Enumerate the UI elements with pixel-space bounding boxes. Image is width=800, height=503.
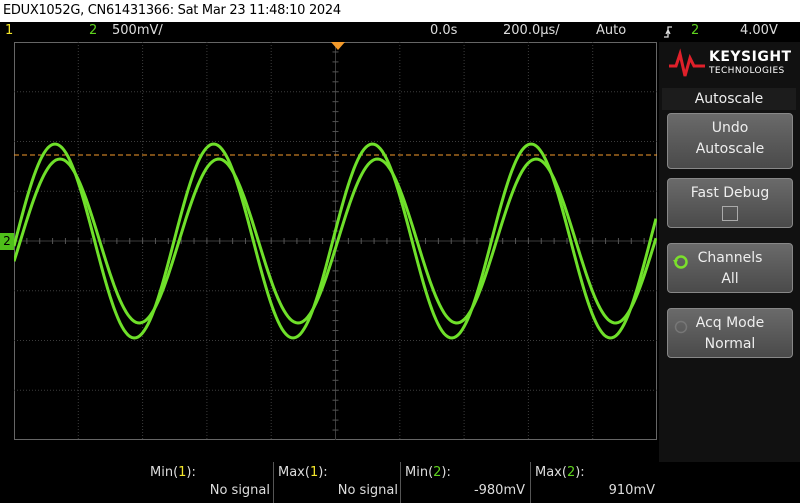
logo-sub: TECHNOLOGIES <box>709 66 785 76</box>
title-text: EDUX1052G, CN61431366: Sat Mar 23 11:48:… <box>3 3 341 18</box>
separator <box>400 462 401 503</box>
label-part: ): <box>441 465 451 480</box>
fast-debug-button[interactable]: Fast Debug <box>667 178 793 228</box>
acq-mode-button[interactable]: Acq Mode Normal <box>667 308 793 358</box>
keysight-logo-icon <box>669 48 705 77</box>
channels-button[interactable]: Channels All <box>667 243 793 293</box>
label-part: 1 <box>178 465 187 480</box>
softkey-line: Acq Mode <box>695 315 765 331</box>
label-part: 2 <box>433 465 442 480</box>
timebase: 200.0µs/ <box>503 23 560 38</box>
trigger-channel: 2 <box>691 23 700 38</box>
trace <box>14 157 657 325</box>
label-part: Min( <box>150 465 179 480</box>
label-part: Max( <box>535 465 567 480</box>
measurement-value: No signal <box>209 483 270 498</box>
separator <box>273 462 274 503</box>
measurement-label: Max(1): <box>278 465 328 480</box>
label-part: ): <box>186 465 196 480</box>
channel2-scale: 500mV/ <box>112 23 163 38</box>
label-part: ): <box>318 465 328 480</box>
rotate-icon <box>673 255 688 269</box>
softkey-line: Normal <box>704 336 756 352</box>
measurement-value: -980mV <box>473 483 525 498</box>
logo-brand: KEYSIGHT <box>709 49 792 65</box>
label-part: ): <box>575 465 585 480</box>
measurement-label: Min(1): <box>150 465 196 480</box>
label-part: Max( <box>278 465 310 480</box>
softkey-menu-title: Autoscale <box>662 88 796 110</box>
trigger-mode: Auto <box>596 23 627 38</box>
measurement-label: Min(2): <box>405 465 451 480</box>
measurement-label: Max(2): <box>535 465 585 480</box>
trigger-position-marker <box>331 42 345 50</box>
graticule <box>14 42 657 440</box>
title-bar: EDUX1052G, CN61431366: Sat Mar 23 11:48:… <box>0 0 800 22</box>
checkbox <box>722 206 738 221</box>
softkey-line: Autoscale <box>695 141 765 157</box>
softkey-line: Fast Debug <box>690 185 770 201</box>
trigger-level: 4.00V <box>740 23 778 38</box>
channel2-indicator[interactable]: 2 <box>89 23 98 38</box>
separator <box>530 462 531 503</box>
measurement-value: No signal <box>337 483 398 498</box>
ground-marker: 2 <box>0 233 14 250</box>
label-part: Min( <box>405 465 434 480</box>
rotate-icon <box>674 320 688 334</box>
measurement-value: 910mV <box>608 483 655 498</box>
undo-autoscale-button[interactable]: Undo Autoscale <box>667 113 793 169</box>
label-part: 2 <box>566 465 576 480</box>
label-part: 1 <box>309 465 319 480</box>
softkey-line: All <box>721 271 739 287</box>
trigger-icon <box>664 26 672 38</box>
time-offset: 0.0s <box>430 23 458 38</box>
channel1-indicator[interactable]: 1 <box>5 23 14 38</box>
softkey-line: Channels <box>697 250 763 266</box>
softkey-line: Undo <box>711 120 749 136</box>
